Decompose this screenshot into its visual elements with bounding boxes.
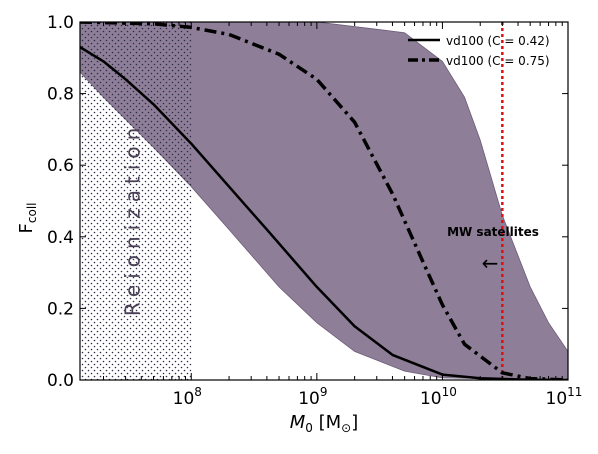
- x-tick-label: 1011: [546, 385, 583, 409]
- y-axis-label-main: F: [16, 223, 37, 233]
- y-tick-label: 1.0: [47, 13, 74, 33]
- y-tick-label: 0.4: [47, 228, 74, 248]
- x-axis-label-sub: 0: [305, 421, 313, 435]
- x-tick-label: 109: [298, 385, 327, 409]
- x-axis-label-close: ]: [351, 412, 358, 433]
- legend-label-2: vd100 (C = 0.75): [446, 54, 550, 68]
- x-tick-label: 1010: [420, 385, 457, 409]
- legend: vd100 (C = 0.42) vd100 (C = 0.75): [408, 34, 550, 68]
- reionization-label: Reionization: [121, 122, 145, 316]
- y-axis-label-sub: coll: [25, 203, 39, 224]
- x-axis-label-main: M: [290, 412, 306, 433]
- series-line-2: [80, 22, 568, 380]
- x-axis-label: M0 [M⊙]: [290, 412, 359, 435]
- y-tick-label: 0.8: [47, 85, 74, 105]
- plot-frame: [79, 21, 569, 381]
- y-axis-label: Fcoll: [16, 203, 39, 234]
- legend-label-1: vd100 (C = 0.42): [446, 34, 550, 48]
- x-axis-label-unit-sub: ⊙: [341, 421, 351, 435]
- y-tick-label: 0.0: [47, 371, 74, 391]
- reionization-region: [80, 22, 192, 380]
- x-axis-label-unit: [M: [313, 412, 341, 433]
- y-tick-label: 0.6: [47, 156, 74, 176]
- x-tick-label: 108: [173, 385, 202, 409]
- mw-satellites-label: MW satellites: [447, 225, 539, 239]
- mw-satellites-arrow: ←: [482, 251, 499, 275]
- series-line-1: [80, 46, 568, 380]
- y-tick-label: 0.2: [47, 299, 74, 319]
